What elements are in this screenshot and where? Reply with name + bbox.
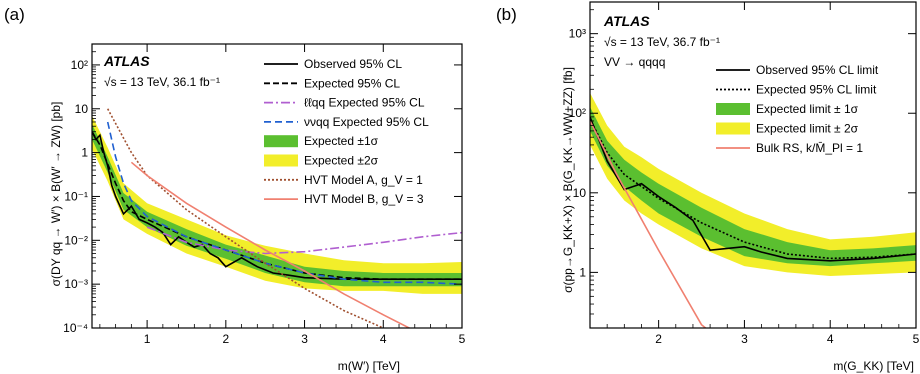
- panel-b-series-expected-95-cl-limit: [590, 118, 916, 260]
- panel-a-legend-label: Expected ±1σ: [304, 134, 379, 148]
- panel-a-x-tick-label: 5: [459, 332, 466, 346]
- panel-a-frame: [91, 43, 463, 329]
- panel-a-series-qq-expected-95-cl: [106, 121, 462, 285]
- panel-a-y-tick-label: 10⁻³: [64, 277, 88, 291]
- panel-a-x-tick-label: 3: [301, 332, 308, 346]
- panel-a-series-hvt-model-b-g-v-3: [130, 161, 412, 328]
- panel-b-y-tick-label: 1: [579, 265, 586, 279]
- panel-b-x-tick-label: 4: [827, 332, 834, 346]
- panel-b-data-layer: [590, 92, 916, 328]
- panel-a-y-tick-label: 10⁻⁴: [63, 321, 88, 335]
- panel-a-x-tick-label: 2: [222, 332, 229, 346]
- panel-b-y-tick-label: 10²: [569, 106, 586, 120]
- panel-a-y-tick-label: 10²: [71, 58, 88, 72]
- panel-b-x-tick-label: 3: [741, 332, 748, 346]
- panel-a-label: (a): [4, 5, 25, 24]
- panel-b-y-tick-label: 10: [573, 186, 587, 200]
- panel-b-x-tick-label: 2: [655, 332, 662, 346]
- panel-a-legend-swatch: [264, 135, 298, 148]
- panel-b-legend-label: Bulk RS, k/M̄_Pl = 1: [756, 141, 863, 155]
- panel-b-legend-label: Observed 95% CL limit: [756, 63, 879, 77]
- panel-b-legend-label: Expected limit ± 1σ: [756, 102, 859, 116]
- panel-b-frame: [589, 1, 917, 329]
- panel-a-legend-label: HVT Model B, g_V = 3: [304, 192, 424, 206]
- panel-b-x-tick-label: 5: [913, 332, 920, 346]
- panel-a-plot-area: 1 2 3 4 5 10⁻⁴ 10⁻³ 10⁻² 10⁻¹ 1 10 10² Observed 95% …: [63, 43, 466, 346]
- panel-a-x-tick-label: 4: [380, 332, 387, 346]
- panel-b-plot-area: 2 3 4 5 1 10 10² 10³ Observed 95% CL limit Expect…: [569, 1, 920, 346]
- panel-b-legend-swatch: [716, 103, 750, 115]
- panel-a-y-tick-label: 10⁻²: [64, 233, 88, 247]
- panel-b-energy-label: √s = 13 TeV, 36.7 fb⁻¹: [604, 35, 720, 49]
- panel-b-experiment-label: ATLAS: [603, 13, 650, 29]
- panel-a-legend-swatch: [264, 154, 298, 167]
- panel-b-channel-label: VV → qqqq: [604, 55, 665, 69]
- panel-b-y-tick-label: 10³: [569, 27, 586, 41]
- panel-b-legend-label: Expected limit ± 2σ: [756, 122, 859, 136]
- panel-a-x-tick-label: 1: [144, 332, 151, 346]
- panel-a-x-axis-label: m(W′) [TeV]: [338, 359, 400, 373]
- panel-a-y-tick-label: 10: [75, 102, 89, 116]
- panel-b-band-expected-limit-1: [590, 106, 916, 267]
- panel-a-legend-label: HVT Model A, g_V = 1: [304, 173, 423, 187]
- panel-a-series-hvt-model-a-g-v-1: [106, 108, 386, 328]
- panel-a-series-qq-expected-95-cl: [146, 226, 462, 255]
- panel-a-legend-label: ννqq Expected 95% CL: [304, 115, 429, 129]
- panel-b-series-observed-95-cl-limit: [590, 116, 916, 262]
- panel-a-series-observed-95-cl: [92, 131, 462, 280]
- panel-b-label: (b): [496, 5, 517, 24]
- panel-b-band-expected-limit-2: [590, 92, 916, 277]
- panel-a-legend-label: Observed 95% CL: [304, 57, 402, 71]
- panel-a-legend-label: Expected 95% CL: [304, 76, 400, 90]
- panel-a-legend-label: Expected ±2σ: [304, 154, 379, 168]
- panel-a-data-layer: [92, 108, 462, 328]
- panel-a-experiment-label: ATLAS: [103, 53, 150, 69]
- panel-b-series-bulk-rs-k-m-pl-1: [590, 120, 707, 328]
- panel-b-legend-swatch: [716, 122, 750, 135]
- panel-a-y-tick-label: 1: [81, 146, 88, 160]
- panel-a-y-axis-label: σ(DY qq → W′) × B(W′ → ZW) [pb]: [49, 102, 63, 287]
- panel-b-x-axis-label: m(G_KK) [TeV]: [833, 359, 914, 373]
- panel-b-legend-label: Expected 95% CL limit: [756, 83, 877, 97]
- panel-a-y-tick-label: 10⁻¹: [64, 189, 88, 203]
- panel-a-band-expected-2: [92, 115, 462, 294]
- panel-a-legend-label: ℓℓqq Expected 95% CL: [304, 96, 425, 110]
- panel-a-energy-label: √s = 13 TeV, 36.1 fb⁻¹: [104, 75, 220, 89]
- panel-b-y-axis-label: σ(pp→G_KK+X) × B(G_KK→WW+ZZ) [fb]: [561, 67, 575, 293]
